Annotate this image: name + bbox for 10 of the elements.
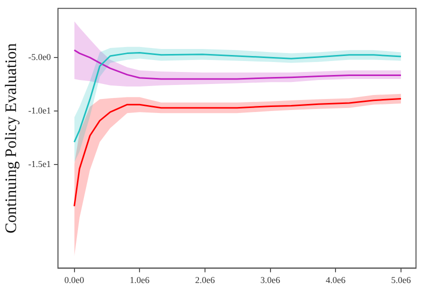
x-tick-label: 1.0e6	[130, 274, 150, 285]
x-tick-label: 5.0e6	[391, 274, 412, 285]
x-tick-label: 3.0e6	[260, 274, 281, 285]
x-tick-label: 4.0e6	[326, 274, 346, 285]
x-tick-label: 2.0e6	[195, 274, 216, 285]
y-tick-label: -5.0e0	[28, 52, 52, 62]
y-tick-label: -1.0e1	[28, 105, 51, 116]
y-axis-title: Continuing Policy Evaluation	[2, 43, 20, 234]
y-tick-label: -1.5e1	[28, 158, 51, 169]
x-tick-label: 0.0e0	[64, 274, 85, 285]
